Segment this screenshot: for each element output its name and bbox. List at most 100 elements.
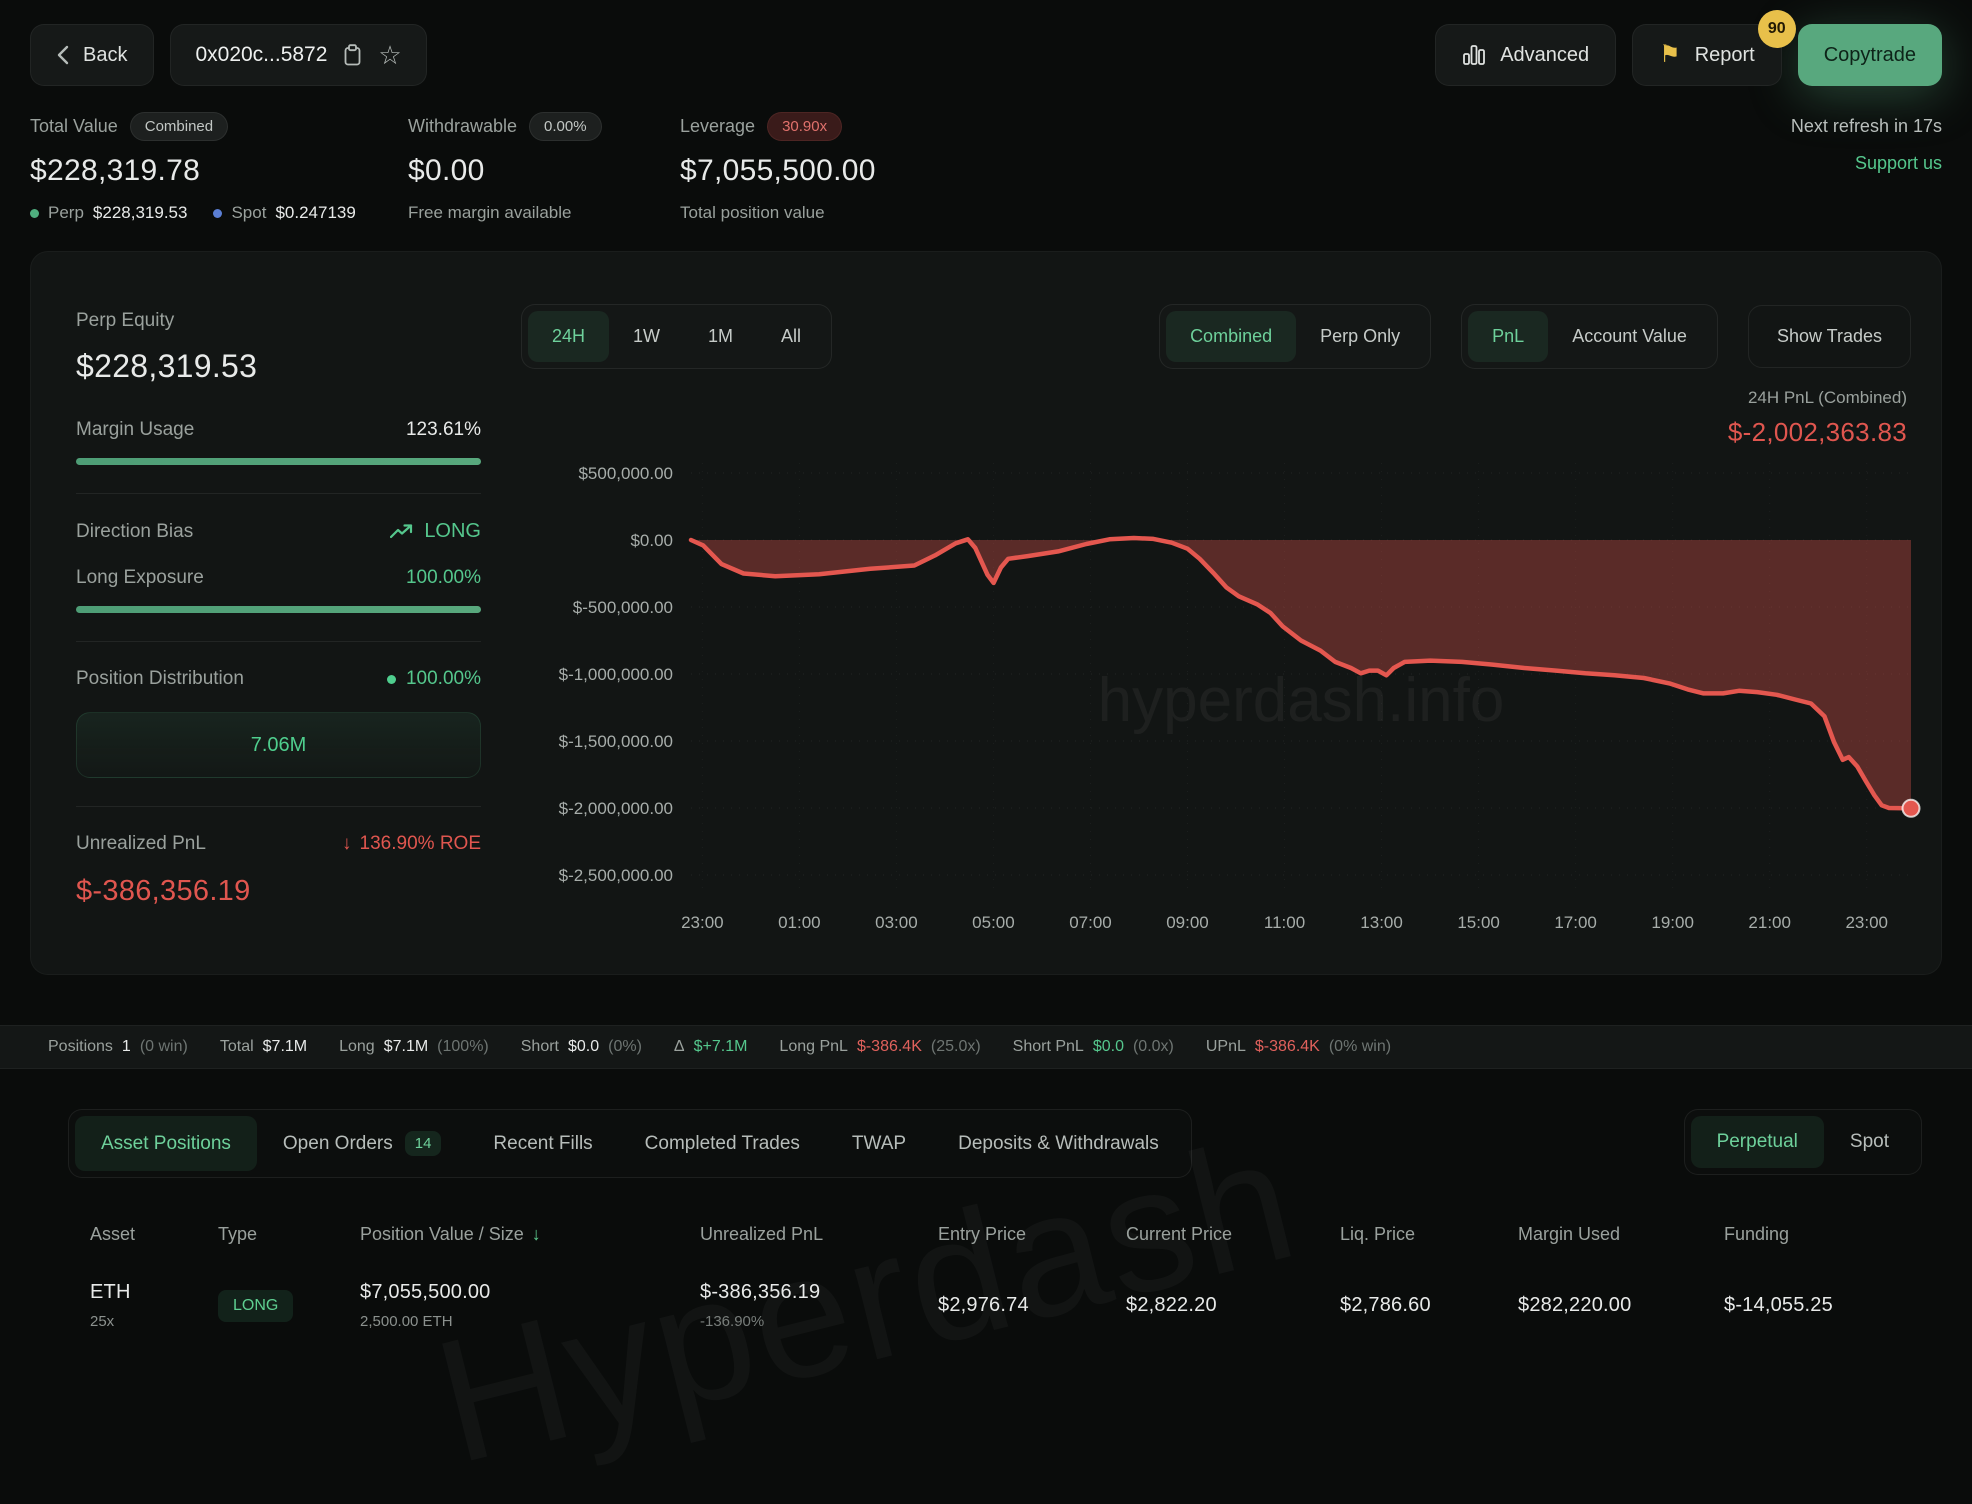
market-spot[interactable]: Spot — [1824, 1116, 1915, 1168]
spot-value: $0.247139 — [275, 203, 356, 222]
mode-pnl[interactable]: PnL — [1468, 311, 1549, 362]
sort-desc-icon[interactable]: ↓ — [531, 1224, 541, 1244]
col-type: Type — [218, 1224, 258, 1244]
positions-summary-bar: Positions 1 (0 win) Total $7.1M Long $7.… — [0, 1025, 1972, 1069]
scope-toggle: Combined Perp Only — [1159, 304, 1432, 369]
spot-label: Spot — [231, 203, 267, 222]
x-axis-tick: 23:00 — [1845, 913, 1888, 932]
scope-perp-only[interactable]: Perp Only — [1296, 311, 1424, 362]
table-row[interactable]: ETH 25x LONG $7,055,500.00 2,500.00 ETH … — [68, 1281, 1922, 1330]
market-toggle: Perpetual Spot — [1683, 1109, 1922, 1175]
advanced-button[interactable]: Advanced — [1435, 24, 1617, 86]
tab-asset-positions[interactable]: Asset Positions — [75, 1116, 257, 1171]
y-axis-tick: $-1,000,000.00 — [559, 665, 673, 684]
report-button[interactable]: ⚑ Report — [1632, 24, 1782, 86]
distribution-segment[interactable]: 7.06M — [76, 712, 481, 778]
star-icon[interactable]: ☆ — [378, 40, 402, 70]
table-header: Asset Type Position Value / Size ↓ Unreal… — [68, 1224, 1922, 1245]
entry-price-cell: $2,976.74 — [938, 1294, 1029, 1316]
copy-icon[interactable] — [343, 44, 362, 66]
col-current-price: Current Price — [1126, 1224, 1233, 1244]
long-badge: LONG — [218, 1289, 294, 1322]
divider — [76, 641, 481, 642]
tab-deposits-withdrawals[interactable]: Deposits & Withdrawals — [932, 1116, 1185, 1171]
pnl-chart[interactable]: hyperdash.info $500,000.00 $0.00 $-500,000.… — [521, 383, 1921, 943]
mode-account-value[interactable]: Account Value — [1548, 311, 1711, 362]
back-label: Back — [83, 43, 128, 66]
equity-panel: Perp Equity $228,319.53 Margin Usage 123… — [76, 292, 481, 946]
total-value-label: Total Value — [30, 116, 118, 136]
long-pnl-stat: Long PnL $-386.4K (25.0x) — [779, 1038, 981, 1055]
col-margin-used: Margin Used — [1518, 1224, 1621, 1244]
upnl-stat: UPnL $-386.4K (0% win) — [1205, 1038, 1392, 1055]
y-axis-tick: $-2,000,000.00 — [559, 799, 673, 818]
stat-leverage: Leverage 30.90x $7,055,500.00 Total posi… — [680, 112, 876, 223]
long-exposure-bar — [76, 606, 481, 613]
tab-recent-fills[interactable]: Recent Fills — [467, 1116, 618, 1171]
x-axis-tick: 19:00 — [1651, 913, 1694, 932]
long-stat: Long $7.1M (100%) — [339, 1038, 489, 1055]
pnl-summary: 24H PnL (Combined) $-2,002,363.83 — [1728, 388, 1907, 448]
tab-open-orders[interactable]: Open Orders 14 — [257, 1116, 468, 1171]
asset-leverage: 25x — [90, 1313, 115, 1330]
liq-price-cell: $2,786.60 — [1340, 1294, 1431, 1316]
scope-combined[interactable]: Combined — [1166, 311, 1297, 362]
direction-bias-label: Direction Bias — [76, 520, 194, 542]
y-axis-tick: $500,000.00 — [578, 464, 673, 483]
chart-controls: 24H 1W 1M All Combined Perp Only PnL Acc… — [521, 304, 1911, 369]
x-axis-tick: 01:00 — [778, 913, 821, 932]
asset-symbol: ETH — [90, 1281, 131, 1303]
unrealized-pnl-value: $-386,356.19 — [76, 875, 251, 907]
direction-bias-value: LONG — [424, 520, 481, 542]
short-pnl-stat: Short PnL $0.0 (0.0x) — [1012, 1038, 1174, 1055]
stat-withdrawable: Withdrawable 0.00% $0.00 Free margin ava… — [408, 112, 680, 223]
total-stat: Total $7.1M — [219, 1038, 308, 1055]
tab-twap[interactable]: TWAP — [826, 1116, 932, 1171]
flag-icon: ⚑ — [1659, 41, 1681, 68]
support-us-link[interactable]: Support us — [1854, 153, 1942, 173]
current-price-cell: $2,822.20 — [1126, 1294, 1217, 1316]
chevron-left-icon — [57, 45, 69, 65]
account-stats: Total Value Combined $228,319.78 Perp $2… — [0, 102, 1972, 251]
position-value-cell: $7,055,500.00 2,500.00 ETH — [360, 1281, 491, 1330]
down-arrow-icon: ↓ — [342, 833, 352, 854]
leverage-value: $7,055,500.00 — [680, 154, 876, 187]
perp-value: $228,319.53 — [92, 203, 188, 222]
col-position-value[interactable]: Position Value / Size ↓ — [360, 1224, 541, 1244]
range-all[interactable]: All — [757, 311, 825, 362]
report-wrap: ⚑ Report 90 — [1632, 10, 1796, 86]
positions-table: Asset Type Position Value / Size ↓ Unreal… — [68, 1224, 1922, 1330]
withdrawable-value: $0.00 — [408, 154, 485, 187]
margin-usage-value: 123.61% — [405, 419, 481, 440]
open-orders-count-badge: 14 — [404, 1131, 442, 1156]
perp-equity-value: $228,319.53 — [76, 348, 258, 384]
stats-right: Next refresh in 17s Support us — [1791, 112, 1942, 223]
mode-toggle: PnL Account Value — [1461, 304, 1718, 369]
tab-completed-trades[interactable]: Completed Trades — [619, 1116, 826, 1171]
range-1m[interactable]: 1M — [684, 311, 757, 362]
back-button[interactable]: Back — [30, 24, 155, 86]
withdrawable-badge: 0.00% — [529, 112, 602, 141]
type-cell: LONG — [218, 1289, 360, 1322]
trend-up-icon — [390, 524, 413, 539]
perp-label: Perp — [48, 203, 84, 222]
last-point-marker — [1901, 798, 1921, 818]
show-trades-button[interactable]: Show Trades — [1747, 305, 1911, 368]
leverage-sub: Total position value — [680, 203, 825, 222]
stat-total-value: Total Value Combined $228,319.78 Perp $2… — [30, 112, 408, 223]
overview-card: Perp Equity $228,319.53 Margin Usage 123… — [30, 251, 1942, 975]
positions-stat: Positions 1 (0 win) — [48, 1038, 188, 1055]
range-1w[interactable]: 1W — [609, 311, 684, 362]
market-perpetual[interactable]: Perpetual — [1690, 1116, 1824, 1168]
wallet-address-pill[interactable]: 0x020c...5872 ☆ — [170, 24, 427, 86]
positions-tabs: Asset Positions Open Orders 14 Recent Fil… — [68, 1109, 1192, 1178]
unrealized-pnl-cell: $-386,356.19 -136.90% — [700, 1281, 821, 1330]
margin-usage-bar — [76, 458, 481, 465]
col-asset: Asset — [90, 1224, 136, 1244]
pnl-chart-svg[interactable]: hyperdash.info $500,000.00 $0.00 $-500,000.… — [521, 383, 1921, 943]
range-24h[interactable]: 24H — [528, 311, 610, 362]
delta-stat: Δ $+7.1M — [673, 1038, 748, 1055]
report-label: Report — [1694, 43, 1755, 66]
withdrawable-label: Withdrawable — [408, 116, 518, 136]
copytrade-button[interactable]: Copytrade — [1797, 24, 1942, 86]
